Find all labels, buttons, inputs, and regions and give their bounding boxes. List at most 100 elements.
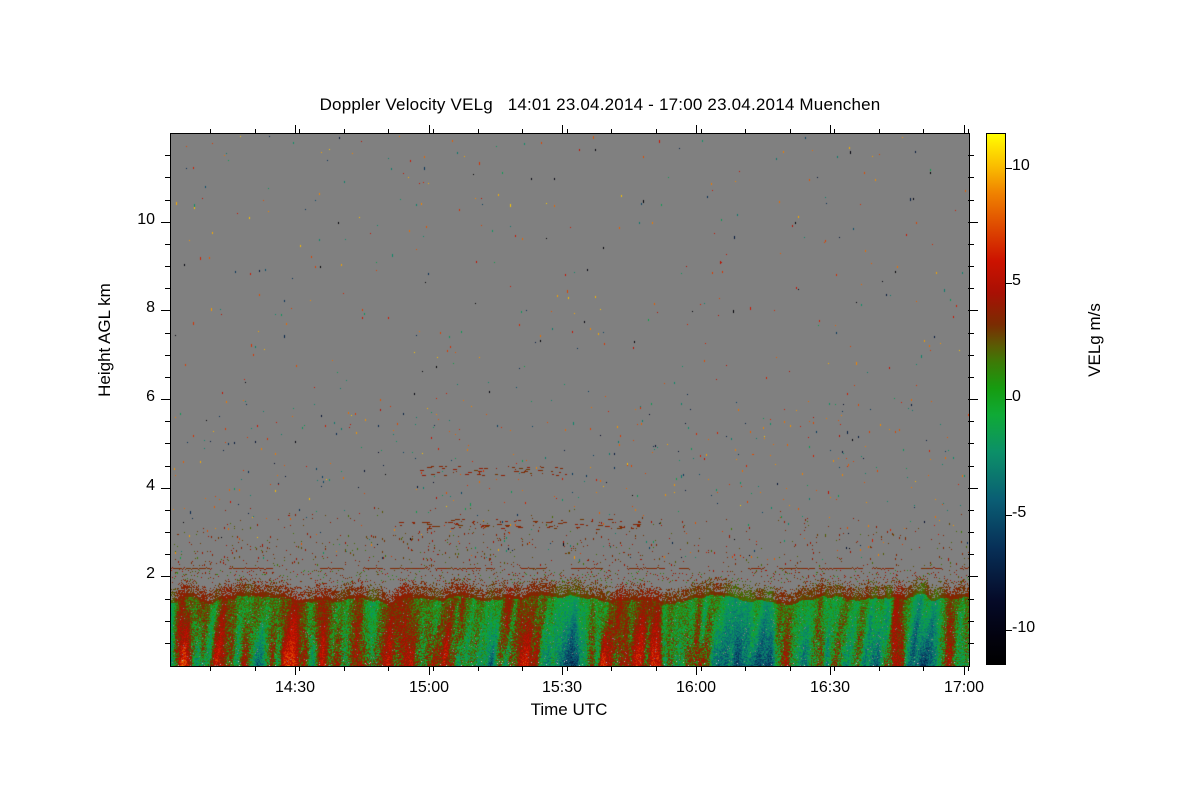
x-tick-minor <box>255 666 256 671</box>
y-tick-major-right <box>968 576 978 577</box>
y-tick-minor-right <box>968 244 974 245</box>
y-tick-label: 4 <box>146 477 155 494</box>
x-tick-minor <box>701 666 702 671</box>
x-tick-minor-top <box>522 129 523 134</box>
y-tick-major <box>161 488 171 489</box>
x-axis-label: Time UTC <box>530 700 608 719</box>
y-tick-minor-right <box>968 621 974 622</box>
y-tick-minor <box>165 421 171 422</box>
y-tick-minor-right <box>968 155 974 156</box>
y-tick-minor <box>165 599 171 600</box>
y-tick-minor <box>165 155 171 156</box>
y-axis-label: Height AGL km <box>95 283 114 397</box>
x-tick-minor <box>388 666 389 671</box>
x-tick-label: 14:30 <box>274 679 316 696</box>
x-tick-minor <box>478 666 479 671</box>
x-tick-minor-top <box>567 129 568 134</box>
colorbar-tick-label: -5 <box>1012 504 1027 521</box>
y-tick-major <box>161 310 171 311</box>
colorbar-tick-label: 5 <box>1012 272 1021 289</box>
x-tick-minor <box>968 666 969 671</box>
y-tick-minor <box>165 244 171 245</box>
x-tick-minor-top <box>745 129 746 134</box>
y-tick-minor <box>165 554 171 555</box>
x-tick-minor <box>433 666 434 671</box>
colorbar-tick-label: 0 <box>1012 388 1021 405</box>
x-tick-minor-top <box>210 129 211 134</box>
x-tick-minor <box>745 666 746 671</box>
y-tick-minor <box>165 266 171 267</box>
x-tick-label: 15:30 <box>541 679 583 696</box>
colorbar <box>986 133 1006 665</box>
y-tick-label: 10 <box>137 211 155 228</box>
x-tick-label: 15:00 <box>408 679 450 696</box>
x-tick-major <box>429 666 430 675</box>
y-tick-minor-right <box>968 532 974 533</box>
x-tick-major-top <box>964 125 965 134</box>
x-tick-minor-top <box>834 129 835 134</box>
x-tick-major-top <box>429 125 430 134</box>
x-tick-major <box>562 666 563 675</box>
x-tick-major <box>295 666 296 675</box>
heatmap-canvas <box>171 134 969 666</box>
y-tick-major-right <box>968 310 978 311</box>
x-tick-minor-top <box>968 129 969 134</box>
colorbar-tick-label: 10 <box>1012 157 1030 174</box>
y-tick-minor-right <box>968 443 974 444</box>
y-tick-minor <box>165 288 171 289</box>
x-tick-minor-top <box>701 129 702 134</box>
x-tick-minor <box>344 666 345 671</box>
colorbar-tick <box>1006 283 1012 284</box>
x-tick-minor <box>790 666 791 671</box>
y-tick-minor-right <box>968 266 974 267</box>
x-tick-minor-top <box>923 129 924 134</box>
y-tick-minor-right <box>968 466 974 467</box>
y-tick-label: 8 <box>146 299 155 316</box>
y-tick-major <box>161 399 171 400</box>
y-tick-major-right <box>968 399 978 400</box>
y-tick-major <box>161 222 171 223</box>
y-tick-minor-right <box>968 355 974 356</box>
x-tick-minor <box>834 666 835 671</box>
plot-area <box>170 133 970 667</box>
y-tick-minor <box>165 443 171 444</box>
y-tick-label: 2 <box>146 565 155 582</box>
x-tick-minor <box>299 666 300 671</box>
x-tick-major <box>696 666 697 675</box>
y-tick-minor-right <box>968 554 974 555</box>
colorbar-tick-label: -10 <box>1012 619 1036 636</box>
y-tick-minor <box>165 510 171 511</box>
y-tick-minor-right <box>968 333 974 334</box>
y-tick-minor <box>165 355 171 356</box>
y-tick-major-right <box>968 222 978 223</box>
x-tick-major-top <box>562 125 563 134</box>
y-tick-minor-right <box>968 421 974 422</box>
colorbar-tick <box>1006 399 1012 400</box>
colorbar-tick <box>1006 515 1012 516</box>
x-tick-major-top <box>696 125 697 134</box>
x-tick-major-top <box>295 125 296 134</box>
y-tick-minor-right <box>968 599 974 600</box>
y-tick-minor-right <box>968 200 974 201</box>
x-tick-minor-top <box>388 129 389 134</box>
y-tick-minor <box>165 532 171 533</box>
y-tick-major <box>161 576 171 577</box>
x-tick-minor <box>611 666 612 671</box>
x-tick-major <box>964 666 965 675</box>
y-tick-minor <box>165 466 171 467</box>
x-tick-minor <box>923 666 924 671</box>
x-tick-minor <box>567 666 568 671</box>
y-tick-minor <box>165 177 171 178</box>
y-tick-minor-right <box>968 377 974 378</box>
y-tick-minor-right <box>968 643 974 644</box>
x-tick-minor-top <box>879 129 880 134</box>
y-tick-minor <box>165 621 171 622</box>
y-tick-minor <box>165 333 171 334</box>
y-tick-minor-right <box>968 288 974 289</box>
x-tick-minor <box>210 666 211 671</box>
x-tick-minor-top <box>433 129 434 134</box>
x-tick-minor-top <box>656 129 657 134</box>
x-tick-minor-top <box>255 129 256 134</box>
y-tick-minor <box>165 377 171 378</box>
